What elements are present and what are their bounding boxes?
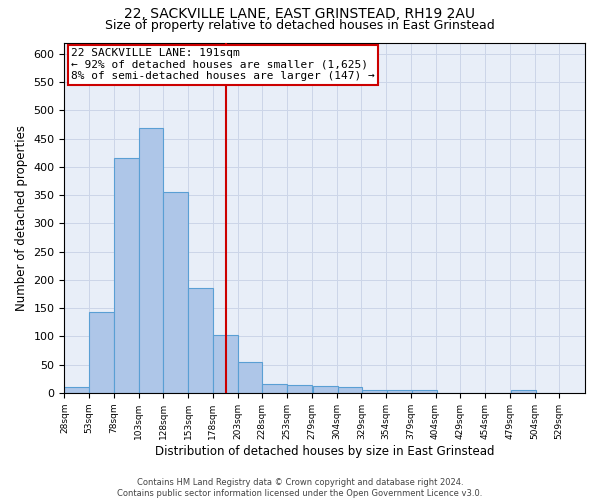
Text: 22 SACKVILLE LANE: 191sqm
← 92% of detached houses are smaller (1,625)
8% of sem: 22 SACKVILLE LANE: 191sqm ← 92% of detac…	[71, 48, 375, 82]
Bar	[387, 390, 412, 393]
Bar	[511, 390, 536, 393]
Text: 22, SACKVILLE LANE, EAST GRINSTEAD, RH19 2AU: 22, SACKVILLE LANE, EAST GRINSTEAD, RH19…	[125, 8, 476, 22]
X-axis label: Distribution of detached houses by size in East Grinstead: Distribution of detached houses by size …	[155, 444, 494, 458]
Bar	[139, 128, 163, 393]
Bar	[262, 384, 287, 393]
Text: Contains HM Land Registry data © Crown copyright and database right 2024.
Contai: Contains HM Land Registry data © Crown c…	[118, 478, 482, 498]
Bar	[238, 362, 262, 393]
Bar	[114, 158, 139, 393]
Y-axis label: Number of detached properties: Number of detached properties	[15, 124, 28, 310]
Bar	[213, 334, 238, 393]
Bar	[412, 390, 437, 393]
Bar	[287, 385, 312, 393]
Bar	[188, 288, 213, 393]
Text: Size of property relative to detached houses in East Grinstead: Size of property relative to detached ho…	[105, 19, 495, 32]
Bar	[163, 192, 188, 393]
Bar	[89, 312, 114, 393]
Bar	[362, 390, 387, 393]
Bar	[313, 386, 338, 393]
Bar	[64, 387, 89, 393]
Bar	[338, 387, 362, 393]
